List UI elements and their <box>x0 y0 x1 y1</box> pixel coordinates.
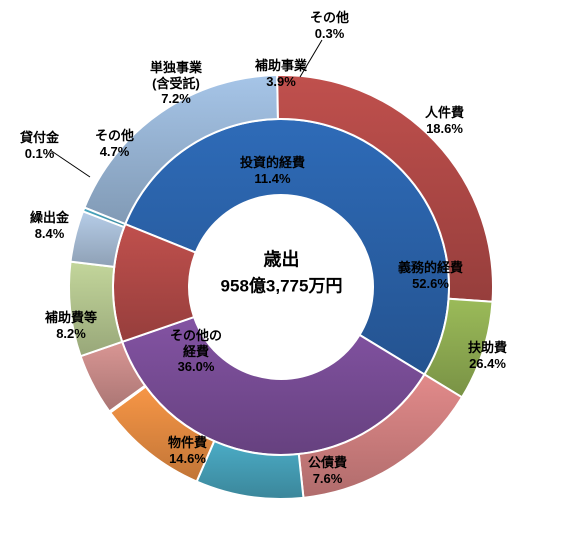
inner-label: 義務的経費52.6% <box>398 260 463 291</box>
inner-label: 投資的経費11.4% <box>240 155 305 186</box>
center-label: 歳出 958億3,775万円 <box>221 246 343 297</box>
outer-label: 繰出金8.4% <box>30 210 69 241</box>
outer-label: 補助事業3.9% <box>255 58 307 89</box>
outer-label: その他0.3% <box>310 10 349 41</box>
outer-label: 補助費等8.2% <box>45 310 97 341</box>
outer-label: 単独事業(含受託)7.2% <box>150 60 202 107</box>
outer-label: 公債費7.6% <box>308 455 347 486</box>
outer-label: その他4.7% <box>95 128 134 159</box>
donut-chart-container: 人件費18.6% 扶助費26.4% 公債費7.6% 物件費14.6% 補助費等8.2% 繰… <box>0 0 563 542</box>
outer-label: 物件費14.6% <box>168 435 207 466</box>
inner-label: その他の経費36.0% <box>170 328 222 375</box>
center-line2: 958億3,775万円 <box>221 272 343 297</box>
center-line1: 歳出 <box>221 246 343 272</box>
outer-label: 扶助費26.4% <box>468 340 507 371</box>
outer-label: 人件費18.6% <box>425 105 464 136</box>
outer-slice <box>69 262 122 357</box>
outer-label: 貸付金0.1% <box>20 130 59 161</box>
